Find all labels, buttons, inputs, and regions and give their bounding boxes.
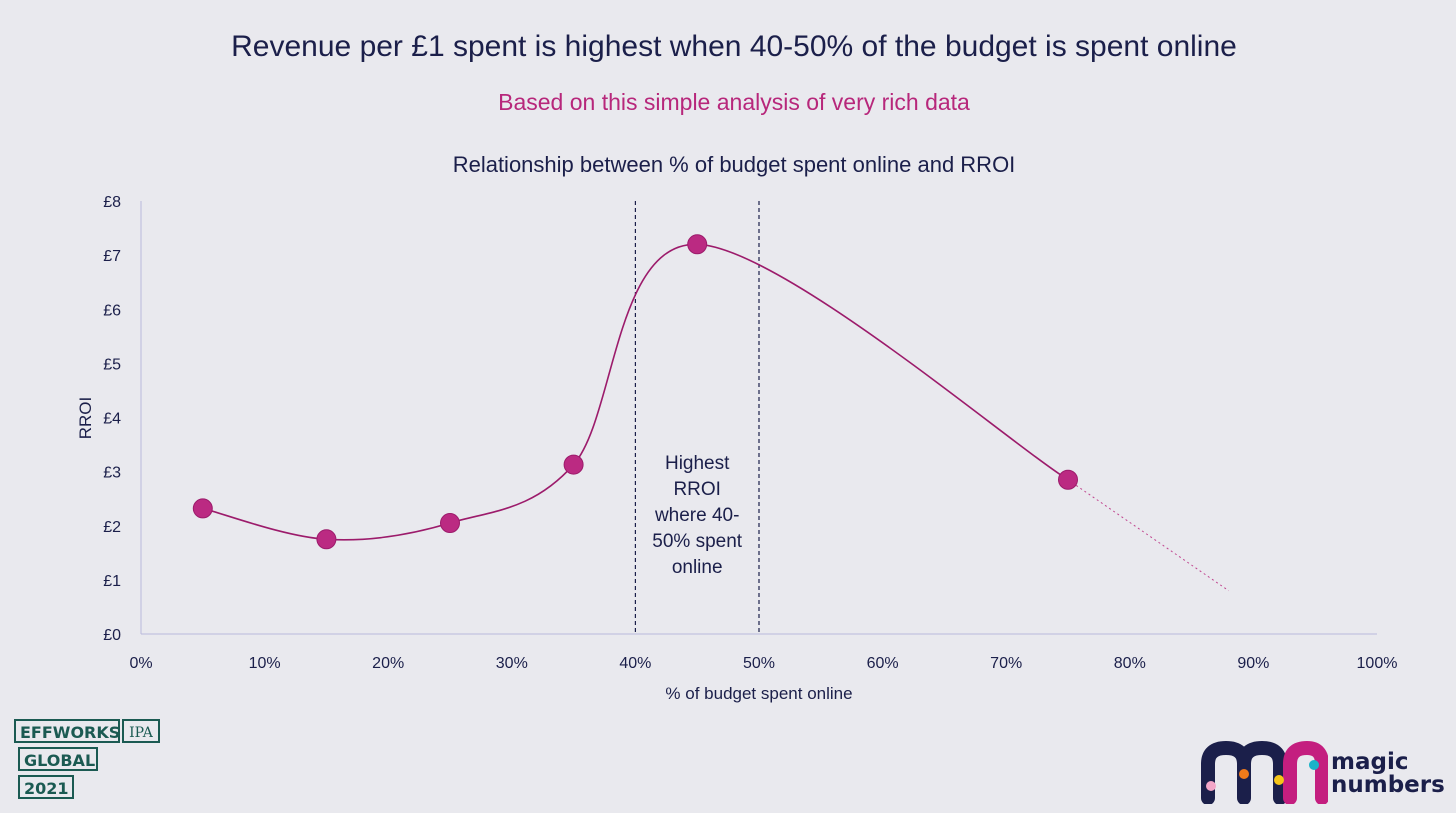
global-text: GLOBAL [24, 751, 96, 770]
trend-extension-line [1067, 479, 1229, 592]
data-point [192, 498, 213, 519]
magic-numbers-wordmark: magic numbers [1331, 751, 1445, 797]
x-tick-label: 80% [1114, 655, 1146, 672]
effworks-global: GLOBAL [18, 747, 98, 771]
y-tick-label: £1 [103, 573, 121, 590]
x-tick-label: 40% [619, 655, 651, 672]
annotation: Highest RROI where 40- 50% spent online [652, 453, 743, 578]
data-point [687, 234, 708, 255]
y-tick-label: £6 [103, 302, 121, 319]
annotation-line: 50% spent [652, 531, 743, 552]
subheadline: Based on this simple analysis of very ri… [498, 89, 970, 115]
x-tick-label: 20% [372, 655, 404, 672]
annotation-line: Highest [665, 453, 730, 474]
x-tick-label: 90% [1237, 655, 1269, 672]
data-point [316, 529, 337, 550]
ipa-text: IPA [129, 725, 153, 741]
axes: £0 £1 £2 £3 £4 £5 £6 £7 £8 0% 10% 20% 30% 40% 50% 60% 70… [103, 194, 1397, 672]
data-point [440, 513, 460, 534]
chart-title: Relationship between % of budget spent o… [453, 152, 1016, 177]
x-tick-label: 100% [1357, 655, 1398, 672]
x-tick-label: 30% [496, 655, 528, 672]
y-tick-label: £8 [103, 194, 121, 211]
y-tick-label: £0 [103, 627, 121, 644]
x-tick-label: 10% [249, 655, 281, 672]
data-point [1058, 469, 1078, 490]
y-axis-label: RROI [76, 397, 95, 440]
numbers-text: numbers [1331, 772, 1445, 798]
x-tick-label: 60% [867, 655, 899, 672]
y-tick-label: £5 [103, 356, 121, 373]
x-axis-label: % of budget spent online [665, 684, 852, 703]
effworks-text: EFFWORKS [20, 723, 121, 742]
x-tick-label: 50% [743, 655, 775, 672]
y-tick-label: £7 [103, 248, 121, 265]
x-tick-label: 70% [990, 655, 1022, 672]
annotation-line: where 40- [654, 505, 740, 526]
ipa-mark: IPA [122, 719, 160, 743]
data-point [563, 454, 584, 475]
y-tick-label: £3 [103, 465, 121, 482]
magic-text: magic [1331, 749, 1409, 775]
annotation-line: RROI [673, 479, 721, 500]
y-tick-label: £4 [103, 411, 121, 428]
x-tick-label: 0% [129, 655, 152, 672]
effworks-year: 2021 [18, 775, 74, 799]
headline: Revenue per £1 spent is highest when 40-… [231, 30, 1237, 63]
effworks-wordmark: EFFWORKS [14, 719, 120, 743]
y-tick-label: £2 [103, 519, 121, 536]
year-text: 2021 [24, 779, 69, 798]
data-points [192, 234, 1078, 550]
reference-lines [634, 201, 760, 634]
annotation-line: online [672, 557, 723, 578]
magic-numbers-logo-mark [1201, 740, 1328, 804]
